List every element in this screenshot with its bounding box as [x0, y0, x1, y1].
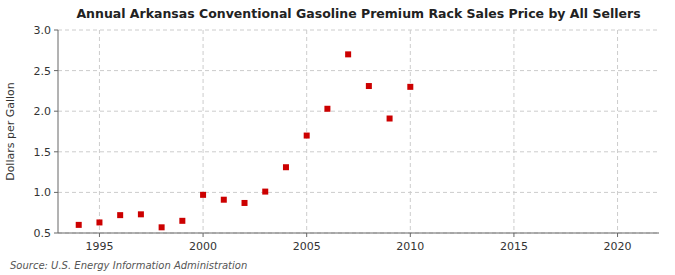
x-tick-label: 1995: [85, 240, 113, 253]
x-grid-line: [410, 30, 411, 233]
point: [283, 164, 289, 170]
chart: 0.5 1.0 1.5 2.0 2.5 3.0 1995 2000 2005 2010 2015 20…: [0, 0, 675, 275]
y-grid-line: [58, 151, 659, 152]
point: [345, 51, 351, 57]
axes: 0.5 1.0 1.5 2.0 2.5 3.0 1995 2000 2005 2010 2015 20…: [34, 24, 660, 253]
x-grid-line: [99, 30, 100, 233]
y-tick: [54, 30, 58, 31]
point: [221, 197, 227, 203]
y-tick: [54, 192, 58, 193]
y-grid-line: [58, 111, 659, 112]
x-tick: [99, 233, 100, 237]
x-grid-line: [203, 30, 204, 233]
y-grid-line: [58, 233, 659, 234]
y-axis-line: [58, 30, 59, 233]
x-tick: [410, 233, 411, 237]
y-tick-label: 3.0: [34, 24, 52, 37]
point: [200, 192, 206, 198]
x-tick-label: 2000: [189, 240, 217, 253]
y-tick-label: 1.5: [34, 146, 52, 159]
x-axis-line: [58, 233, 659, 234]
point: [117, 212, 123, 218]
y-tick: [54, 151, 58, 152]
x-grid-line: [617, 30, 618, 233]
y-grid-line: [58, 70, 659, 71]
point: [242, 200, 248, 206]
title: Annual Arkansas Conventional Gasoline Pr…: [76, 6, 640, 21]
y-grid-line: [58, 30, 659, 31]
grid: [58, 30, 659, 233]
x-tick: [306, 233, 307, 237]
x-tick: [203, 233, 204, 237]
x-tick-label: 2020: [604, 240, 632, 253]
point: [366, 83, 372, 89]
point: [387, 116, 393, 122]
point: [96, 219, 102, 225]
x-tick-label: 2010: [396, 240, 424, 253]
points: [76, 51, 414, 230]
y-tick-label: 2.5: [34, 65, 52, 78]
point: [76, 222, 82, 228]
x-tick: [617, 233, 618, 237]
point: [304, 133, 310, 139]
point: [407, 84, 413, 90]
y-tick-label: 0.5: [34, 227, 52, 240]
point: [262, 189, 268, 195]
point: [179, 218, 185, 224]
y-axis-label: Dollars per Gallon: [4, 82, 17, 181]
y-tick: [54, 70, 58, 71]
y-tick-label: 1.0: [34, 186, 52, 199]
x-grid-line: [513, 30, 514, 233]
point: [159, 224, 165, 230]
point: [138, 211, 144, 217]
x-grid-line: [306, 30, 307, 233]
y-tick-label: 2.0: [34, 105, 52, 118]
y-tick: [54, 233, 58, 234]
y-tick: [54, 111, 58, 112]
y-grid-line: [58, 192, 659, 193]
x-tick: [513, 233, 514, 237]
source-note: Source: U.S. Energy Information Administ…: [10, 260, 247, 271]
point: [324, 106, 330, 112]
x-tick-label: 2015: [500, 240, 528, 253]
x-tick-label: 2005: [293, 240, 321, 253]
